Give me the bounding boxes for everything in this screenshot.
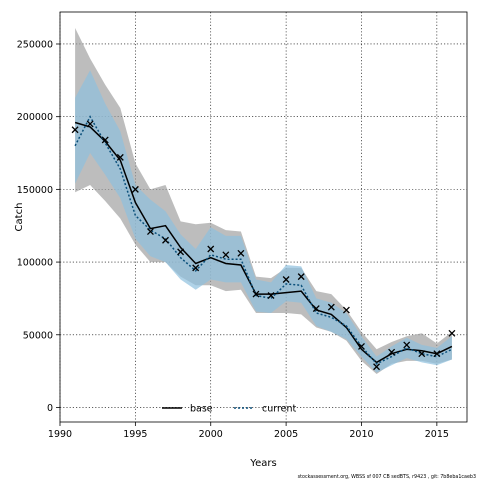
observed-point (433, 350, 441, 358)
observed-point (192, 264, 200, 272)
band-current (75, 70, 452, 373)
observed-point (327, 303, 335, 311)
observed-point (101, 136, 109, 144)
y-axis: 0 50000 100000 150000 200000 250000 (17, 39, 60, 414)
observed-point (312, 305, 320, 313)
observed-point-stroke (86, 120, 94, 128)
observed-point (448, 329, 456, 337)
observed-point-stroke (312, 305, 320, 313)
observed-point (222, 251, 230, 259)
observed-point (116, 153, 124, 161)
plot-frame (59, 11, 468, 423)
observed-point-stroke (327, 303, 335, 311)
legend-item-base: base (162, 404, 213, 415)
observed-point-stroke (101, 136, 109, 144)
observed-point (297, 273, 305, 281)
x-tick-label: 2005 (274, 429, 298, 440)
observed-point (358, 342, 365, 350)
observed-point-stroke (342, 306, 350, 314)
observed-point-stroke (222, 251, 230, 259)
observed-point (252, 290, 260, 298)
observed-point-stroke (418, 350, 426, 358)
observed-point (267, 292, 275, 299)
observed-point (403, 341, 411, 349)
confidence-bands (75, 28, 452, 374)
observed-point (177, 248, 185, 256)
x-tick-label: 1990 (48, 429, 72, 440)
observed-point-stroke (146, 228, 154, 235)
observed-point-stroke (71, 126, 79, 134)
observed-point-stroke (388, 348, 396, 356)
observed-point (146, 228, 154, 235)
observed-point (131, 185, 139, 193)
x-tick-label: 2010 (349, 429, 373, 440)
observed-point-stroke (373, 363, 381, 371)
legend-item-current: current (234, 404, 297, 415)
observed-point-stroke (252, 290, 260, 298)
observed-points (71, 120, 456, 371)
x-tick-label: 2015 (425, 429, 449, 440)
y-tick-label: 250000 (17, 39, 53, 50)
observed-point (162, 236, 169, 244)
observed-point-stroke (237, 249, 245, 257)
observed-point (71, 126, 79, 134)
observed-point-stroke (192, 264, 200, 272)
observed-point (418, 350, 426, 358)
observed-point-stroke (433, 350, 441, 358)
y-tick-label: 150000 (17, 185, 53, 196)
observed-point (207, 245, 215, 253)
y-tick-label: 100000 (17, 258, 53, 269)
observed-point (86, 120, 94, 128)
y-tick-label: 50000 (23, 330, 53, 341)
observed-point-stroke (403, 341, 411, 349)
observed-point (342, 306, 350, 314)
observed-point-stroke (282, 276, 290, 283)
x-axis: 1990 1995 2000 2005 2010 2015 (48, 422, 449, 440)
x-tick-label: 1995 (123, 429, 147, 440)
observed-point-stroke (131, 185, 139, 193)
observed-point-stroke (116, 153, 124, 161)
line-current (74, 115, 453, 365)
observed-point (388, 348, 396, 356)
observed-point (282, 276, 290, 283)
y-axis-title: Catch (14, 203, 25, 232)
x-tick-label: 2000 (199, 429, 223, 440)
observed-point-stroke (267, 292, 275, 299)
legend-label-base: base (190, 404, 213, 415)
observed-point (237, 249, 245, 257)
observed-point-stroke (358, 342, 365, 350)
legend-label-current: current (262, 404, 297, 415)
observed-point-stroke (207, 245, 215, 253)
observed-point (373, 363, 381, 371)
footer-text: stockassessment.org, WBSS sf 007 CB sedB… (298, 474, 476, 480)
observed-point-stroke (448, 329, 456, 337)
x-axis-title: Years (249, 458, 276, 469)
observed-point-stroke (162, 236, 169, 244)
legend: base current (162, 404, 297, 415)
y-tick-label: 200000 (17, 112, 53, 123)
y-tick-label: 0 (47, 403, 53, 414)
observed-point-stroke (177, 248, 185, 256)
observed-point-stroke (297, 273, 305, 281)
